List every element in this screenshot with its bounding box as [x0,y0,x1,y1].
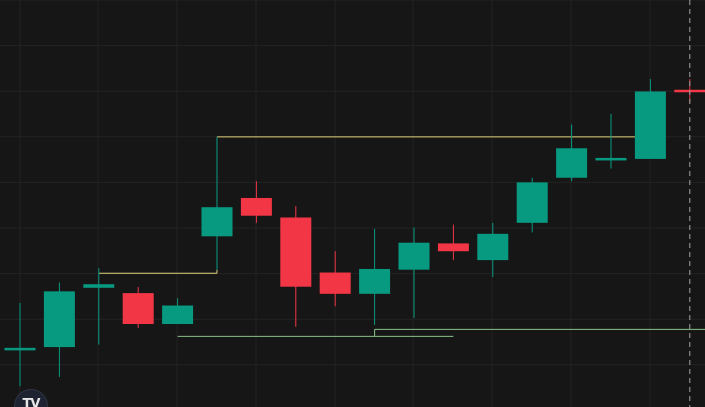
candle[interactable] [43,282,75,377]
candle-body-up[interactable] [595,157,627,161]
candle[interactable] [437,224,469,261]
candles[interactable] [4,79,705,387]
candle-body-up[interactable] [43,291,75,348]
candle-body-up[interactable] [4,347,36,351]
candle[interactable] [398,227,430,318]
candle[interactable] [595,113,627,169]
candle[interactable] [201,136,233,271]
candle[interactable] [280,206,312,327]
candle-body-up[interactable] [398,242,430,270]
candle-body-down[interactable] [437,243,469,252]
candle-body-up[interactable] [162,305,194,324]
candle[interactable] [634,79,666,159]
candle-body-down[interactable] [122,293,154,324]
candle-body-down[interactable] [319,272,351,294]
candle[interactable] [477,222,509,278]
candle[interactable] [359,228,391,326]
candle-body-down[interactable] [240,197,272,216]
candle[interactable] [556,124,588,182]
candle-body-up[interactable] [556,148,588,178]
candle[interactable] [162,298,194,324]
candle-body-up[interactable] [359,268,391,294]
candle[interactable] [122,287,154,328]
candle[interactable] [83,268,115,345]
candle-body-down[interactable] [280,217,312,287]
candle-body-up[interactable] [477,233,509,261]
candle-body-up[interactable] [201,207,233,237]
candle-body-up[interactable] [634,91,666,159]
candle[interactable] [516,177,548,233]
candle-body-up[interactable] [516,182,548,223]
candle[interactable] [319,251,351,307]
candle-body-up[interactable] [83,284,115,288]
candle[interactable] [4,303,36,387]
candle[interactable] [240,181,272,223]
